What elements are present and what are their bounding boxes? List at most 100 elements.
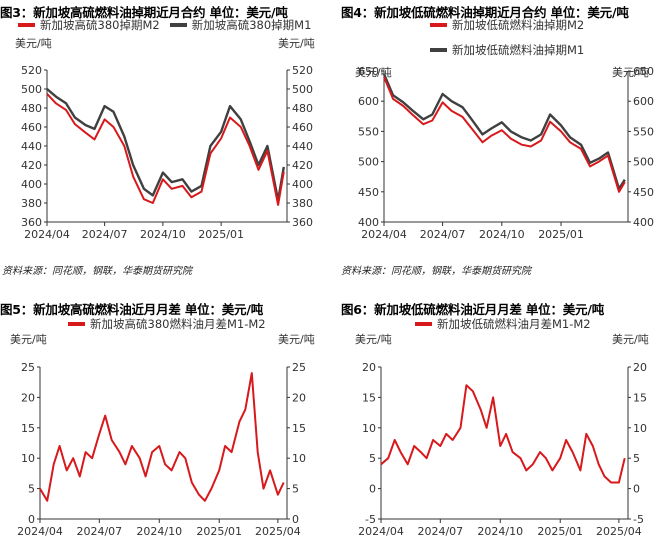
chart5-ytick-label-right: 15 bbox=[292, 422, 306, 435]
chart3-xtick-label: 2024/07 bbox=[82, 228, 128, 241]
chart3-ytick-label-left: 500 bbox=[21, 83, 42, 96]
chart6-ytick-label-right: 15 bbox=[633, 391, 647, 404]
chart6-unit-right: 美元/吨 bbox=[612, 333, 649, 346]
chart5-ytick-label-left: 20 bbox=[21, 391, 35, 404]
chart6-ytick-label-right: -5 bbox=[633, 513, 644, 526]
chart4-xtick-label: 2024/04 bbox=[361, 228, 407, 241]
chart4-source: 资料来源：同花顺，钢联，华泰期货研究院 bbox=[341, 266, 531, 277]
chart5-xtick-label: 2025/01 bbox=[196, 525, 242, 538]
chart6-title: 图6：新加坡低硫燃料油近月月差 单位：美元/吨 bbox=[341, 302, 605, 317]
chart5-ytick-label-left: 25 bbox=[21, 361, 35, 374]
chart5-ytick-label-right: 0 bbox=[292, 513, 299, 526]
chart3-legend-swatch-m1 bbox=[169, 23, 187, 27]
chart3-ytick-label-right: 420 bbox=[292, 159, 313, 172]
chart4-xtick-label: 2025/01 bbox=[538, 228, 584, 241]
chart3-ytick-label-right: 460 bbox=[292, 121, 313, 134]
chart5-xtick-label: 2024/07 bbox=[76, 525, 122, 538]
chart4-unit-left: 美元/吨 bbox=[355, 66, 392, 79]
chart6-xtick-label: 2025/01 bbox=[537, 525, 583, 538]
chart3-ytick-label-left: 440 bbox=[21, 140, 42, 153]
chart3-ytick-label-right: 500 bbox=[292, 83, 313, 96]
chart3-ytick-label-left: 460 bbox=[21, 121, 42, 134]
chart5-xtick-label: 2024/10 bbox=[136, 525, 182, 538]
chart5-ytick-label-left: 5 bbox=[28, 483, 35, 496]
chart6-ytick-label-left: 0 bbox=[369, 483, 376, 496]
chart3-legend-m2: 新加坡高硫380掉期M2 bbox=[40, 18, 160, 32]
chart6-ytick-label-right: 20 bbox=[633, 361, 647, 374]
chart4-series-line-m2 bbox=[383, 76, 626, 193]
chart4-legend-swatch-m1 bbox=[430, 48, 447, 52]
chart6-legend-label: 新加坡低硫燃料油月差M1-M2 bbox=[437, 317, 591, 331]
chart3-ytick-label-right: 400 bbox=[292, 178, 313, 191]
chart5-ytick-label-left: 15 bbox=[21, 422, 35, 435]
chart5-title: 图5：新加坡高硫燃料油近月月差 单位：美元/吨 bbox=[0, 302, 264, 317]
chart5-legend-swatch bbox=[68, 322, 85, 326]
chart4-ytick-label-right: 650 bbox=[633, 65, 654, 78]
chart3-ytick-label-right: 480 bbox=[292, 102, 313, 115]
chart4-ytick-label-left: 600 bbox=[358, 95, 379, 108]
chart4-ytick-label-right: 500 bbox=[633, 156, 654, 169]
chart6-ytick-label-left: -5 bbox=[365, 513, 376, 526]
chart6-ytick-label-left: 20 bbox=[362, 361, 376, 374]
chart3-legend-swatch-m2 bbox=[18, 23, 35, 27]
chart3-ytick-label-left: 400 bbox=[21, 178, 42, 191]
chart6-legend-swatch bbox=[415, 322, 432, 326]
chart6-xtick-label: 2024/04 bbox=[358, 525, 404, 538]
chart3-ytick-label-right: 380 bbox=[292, 197, 313, 210]
chart5-legend: 新加坡高硫380燃料油月差M1-M2 bbox=[68, 316, 266, 332]
chart4-xtick-label: 2024/10 bbox=[479, 228, 525, 241]
chart5-ytick-label-right: 10 bbox=[292, 452, 306, 465]
chart4-legend-swatch-m2 bbox=[430, 23, 447, 27]
chart5-legend-label: 新加坡高硫380燃料油月差M1-M2 bbox=[90, 317, 266, 331]
chart4-ytick-label-left: 650 bbox=[358, 65, 379, 78]
chart6-ytick-label-left: 15 bbox=[362, 391, 376, 404]
chart3-ytick-label-right: 360 bbox=[292, 216, 313, 229]
chart5-ytick-label-right: 5 bbox=[292, 483, 299, 496]
chart6-xtick-label: 2024/07 bbox=[417, 525, 463, 538]
chart3-ytick-label-right: 520 bbox=[292, 64, 313, 77]
chart3-legend: 新加坡高硫380掉期M2 新加坡高硫380掉期M1 bbox=[18, 17, 311, 33]
chart3-series-line-m1 bbox=[46, 88, 285, 202]
chart6-ytick-label-left: 5 bbox=[369, 452, 376, 465]
chart5-ytick-label-right: 25 bbox=[292, 361, 306, 374]
chart4-legend-row2: 新加坡低硫燃料油掉期M1 bbox=[430, 42, 584, 58]
chart3-ytick-label-left: 360 bbox=[21, 216, 42, 229]
chart3-title: 图3：新加坡高硫燃料油掉期近月合约 单位：美元/吨 bbox=[0, 5, 288, 20]
chart5-unit-left: 美元/吨 bbox=[10, 333, 47, 346]
chart5-ytick-label-left: 10 bbox=[21, 452, 35, 465]
chart4-legend-m2: 新加坡低硫燃料油掉期M2 bbox=[452, 18, 585, 32]
chart4-series-line-m1 bbox=[382, 73, 626, 191]
chart4-ytick-label-right: 600 bbox=[633, 95, 654, 108]
chart5-series-line-m2 bbox=[39, 372, 285, 502]
chart4-legend-m1: 新加坡低硫燃料油掉期M1 bbox=[452, 43, 585, 57]
chart4-ytick-label-left: 550 bbox=[358, 125, 379, 138]
chart3-series-line-m2 bbox=[46, 93, 285, 206]
chart3-ytick-label-left: 420 bbox=[21, 159, 42, 172]
chart5-ytick-label-left: 0 bbox=[28, 513, 35, 526]
chart3-unit-right: 美元/吨 bbox=[278, 37, 315, 50]
chart3-xtick-label: 2024/10 bbox=[140, 228, 186, 241]
chart4-legend-row1: 新加坡低硫燃料油掉期M2 bbox=[430, 17, 584, 33]
chart4-ytick-label-right: 550 bbox=[633, 125, 654, 138]
chart5-unit-right: 美元/吨 bbox=[278, 333, 315, 346]
chart6-ytick-label-right: 10 bbox=[633, 422, 647, 435]
chart3-ytick-label-left: 480 bbox=[21, 102, 42, 115]
chart5-ytick-label-right: 20 bbox=[292, 391, 306, 404]
chart5-xtick-label: 2024/04 bbox=[17, 525, 63, 538]
chart6-ytick-label-right: 5 bbox=[633, 452, 640, 465]
chart3-unit-left: 美元/吨 bbox=[15, 37, 52, 50]
chart4-ytick-label-left: 400 bbox=[358, 216, 379, 229]
chart4-unit-right: 美元/吨 bbox=[612, 66, 649, 79]
chart6-ytick-label-right: 0 bbox=[633, 483, 640, 496]
chart4-title: 图4：新加坡低硫燃料油掉期近月合约 单位：美元/吨 bbox=[341, 5, 629, 20]
chart4-ytick-label-left: 450 bbox=[358, 186, 379, 199]
chart4-xtick-label: 2024/07 bbox=[420, 228, 466, 241]
chart3-ytick-label-right: 440 bbox=[292, 140, 313, 153]
chart6-ytick-label-left: 10 bbox=[362, 422, 376, 435]
chart6-unit-left: 美元/吨 bbox=[355, 333, 392, 346]
chart4-ytick-label-left: 500 bbox=[358, 156, 379, 169]
chart6-xtick-label: 2024/10 bbox=[477, 525, 523, 538]
chart3-xtick-label: 2024/04 bbox=[24, 228, 70, 241]
chart5-xtick-label: 2025/04 bbox=[255, 525, 301, 538]
